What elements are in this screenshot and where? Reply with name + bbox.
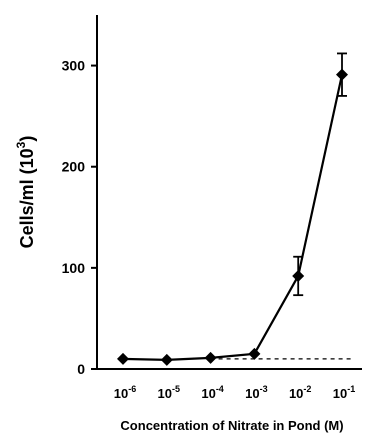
x-tick-exponent: -4 — [216, 384, 224, 394]
chart-axes — [96, 15, 362, 370]
x-tick-exponent: -1 — [347, 384, 355, 394]
x-tick-label: 10-3 — [245, 384, 267, 401]
x-axis-label: Concentration of Nitrate in Pond (M) — [120, 418, 343, 433]
y-tick-label: 0 — [77, 361, 85, 377]
y-axis-label-superscript: 3 — [14, 141, 28, 148]
y-tick-label: 100 — [62, 260, 86, 276]
data-point — [248, 347, 261, 360]
x-tick-base: 10 — [289, 386, 303, 401]
y-tick-label: 300 — [62, 58, 86, 74]
data-point — [336, 68, 348, 81]
series-group — [117, 52, 348, 366]
x-tick-base: 10 — [114, 386, 128, 401]
y-tick-group: 0 100 200 300 — [62, 58, 97, 377]
x-tick-exponent: -2 — [303, 384, 311, 394]
x-tick-label: 10-4 — [201, 384, 223, 401]
x-tick-label: 10-5 — [158, 384, 180, 401]
x-tick-group: 10-6 10-5 10-4 10-3 10-2 10-1 — [114, 384, 355, 401]
data-point — [204, 351, 217, 364]
x-tick-base: 10 — [158, 386, 172, 401]
series-line — [122, 74, 344, 361]
x-tick-label: 10-2 — [289, 384, 311, 401]
data-point — [292, 269, 305, 282]
x-tick-exponent: -6 — [128, 384, 136, 394]
x-tick-base: 10 — [245, 386, 259, 401]
x-tick-base: 10 — [201, 386, 215, 401]
x-tick-exponent: -5 — [172, 384, 180, 394]
y-axis-label-main: Cells/ml (10 — [17, 148, 37, 248]
y-tick-label: 200 — [62, 159, 86, 175]
x-tick-base: 10 — [333, 386, 347, 401]
data-point — [160, 353, 173, 366]
data-point — [117, 352, 129, 365]
x-tick-exponent: -3 — [260, 384, 268, 394]
x-tick-label: 10-6 — [114, 384, 136, 401]
y-axis-label-close: ) — [17, 136, 37, 142]
x-tick-label: 10-1 — [333, 384, 355, 401]
y-axis-label: Cells/ml (103) — [14, 136, 37, 249]
